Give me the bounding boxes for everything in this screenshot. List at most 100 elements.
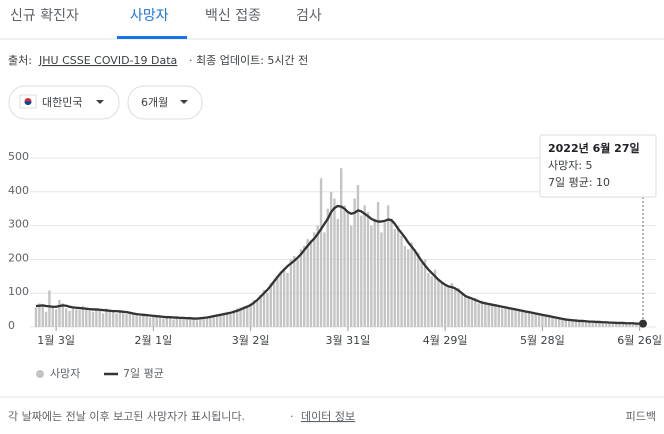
bar [588, 320, 591, 327]
bar [554, 316, 558, 327]
footer-note: 각 날짜에는 전날 이후 보고된 사망자가 표시됩니다. [8, 410, 245, 423]
bar [189, 316, 192, 327]
bar [618, 322, 621, 327]
tab[interactable]: 신규 확진자 [10, 8, 79, 24]
bar [118, 310, 122, 327]
tab[interactable]: 백신 접종 [205, 8, 261, 24]
bar [121, 312, 125, 327]
bar [346, 212, 350, 327]
bar [115, 313, 118, 327]
bar [360, 215, 363, 327]
bar [319, 178, 323, 327]
bar [366, 212, 370, 327]
bar [413, 249, 417, 327]
bar [212, 315, 215, 327]
bar [464, 294, 467, 327]
bar [521, 310, 524, 327]
bar [443, 286, 447, 327]
bar [205, 318, 209, 327]
bar [145, 316, 148, 327]
bar [75, 309, 78, 327]
bar [219, 313, 222, 327]
legend-label: 사망자 [50, 367, 80, 380]
bar [410, 242, 413, 327]
x-tick-label: 5월 28일 [520, 333, 565, 347]
y-tick-label: 0 [8, 319, 15, 332]
bar [433, 269, 437, 327]
bar [269, 283, 272, 327]
tooltip-line: 사망자: 5 [548, 159, 593, 172]
bar [135, 315, 138, 327]
bar [162, 318, 165, 327]
bar [386, 205, 390, 327]
bar [101, 313, 105, 327]
bar [621, 322, 625, 327]
bar [578, 320, 581, 327]
bar [450, 283, 454, 327]
bar [490, 305, 494, 327]
bar [293, 256, 296, 327]
bar [128, 311, 132, 327]
tooltip-line: 7일 평균: 10 [548, 175, 610, 189]
bar [494, 304, 497, 327]
bar [537, 314, 541, 327]
bar [303, 245, 306, 327]
bar [232, 310, 236, 327]
bar [236, 308, 239, 327]
source-link[interactable]: JHU CSSE COVID-19 Data [38, 54, 177, 67]
bar [58, 299, 61, 327]
y-tick-label: 400 [8, 184, 29, 197]
country-dropdown[interactable] [8, 85, 120, 120]
source-label: 출처: [8, 54, 32, 67]
bar [195, 320, 199, 327]
y-tick-label: 500 [8, 150, 29, 163]
bar [423, 259, 427, 327]
tab[interactable]: 검사 [296, 8, 322, 24]
y-tick-label: 200 [8, 251, 29, 264]
bar [279, 271, 283, 327]
bar [581, 320, 584, 327]
bar [601, 322, 604, 327]
bar [564, 319, 568, 327]
bar [507, 307, 511, 327]
bar [309, 240, 313, 327]
data-info-link[interactable]: 데이터 정보 [301, 410, 355, 423]
bar [272, 279, 276, 327]
legend-swatch [36, 370, 44, 378]
bar [64, 308, 68, 327]
bar [561, 318, 564, 327]
bar [61, 303, 65, 327]
bar [376, 201, 380, 327]
bar [34, 307, 38, 327]
bar [282, 267, 286, 327]
feedback-link[interactable]: 피드백 [626, 410, 656, 423]
legend-label: 7일 평균 [123, 366, 164, 380]
bar [299, 249, 303, 327]
bar [557, 318, 561, 327]
plot: 0 100 200 300 400 500 1월 3일 2월 1일 3월 2일 3월 31일 4월 … [8, 134, 662, 347]
bar [179, 318, 182, 327]
bar [631, 323, 635, 327]
bar [172, 319, 175, 327]
flag-emblem [24, 101, 32, 105]
period-dropdown[interactable] [127, 85, 203, 120]
bar [407, 249, 410, 327]
bar [500, 308, 504, 327]
bar [256, 301, 259, 327]
bar [78, 310, 81, 327]
bar [453, 289, 457, 327]
bar [383, 222, 386, 327]
bar [534, 313, 537, 327]
bar [249, 303, 252, 327]
bar [625, 323, 628, 327]
bar [185, 319, 189, 327]
update-time: · 최종 업데이트: 5시간 전 [189, 54, 308, 67]
bar [138, 316, 142, 327]
bar [209, 316, 212, 327]
bar [457, 288, 460, 327]
x-tick-label: 3월 2일 [232, 333, 270, 347]
hover-point [639, 319, 647, 328]
tab-active[interactable]: 사망자 [130, 8, 169, 24]
bar [95, 308, 98, 327]
bar [313, 232, 316, 327]
